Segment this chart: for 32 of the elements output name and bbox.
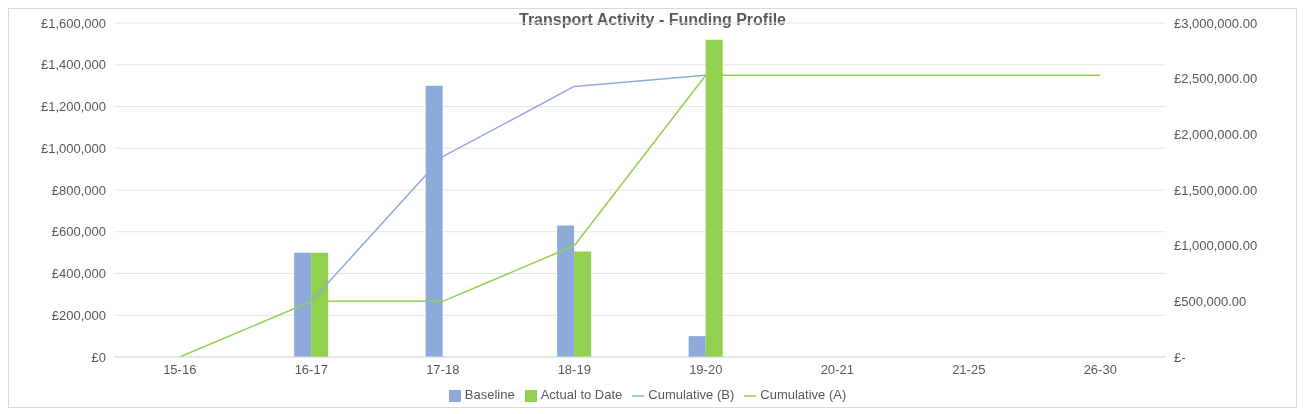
x-tick-label: 16-17 — [294, 362, 328, 378]
y2-tick-label: £1,500,000.00 — [1174, 182, 1258, 198]
y-tick-label: £800,000 — [51, 182, 106, 198]
y-tick-label: £0 — [91, 349, 106, 365]
x-tick-label: 18-19 — [557, 362, 591, 378]
x-tick-label: 19-20 — [689, 362, 723, 378]
y2-tick-label: £3,000,000.00 — [1174, 15, 1258, 31]
y2-tick-label: £500,000.00 — [1174, 293, 1247, 309]
y-tick-label: £400,000 — [51, 266, 106, 282]
legend-label: Baseline — [464, 387, 515, 402]
y2-tick-label: £2,500,000.00 — [1174, 71, 1258, 87]
x-tick-label: 26-30 — [1083, 362, 1117, 378]
y-tick-label: £1,000,000 — [40, 140, 106, 156]
bar — [557, 225, 575, 357]
y2-tick-label: £1,000,000.00 — [1174, 238, 1258, 254]
legend-label: Cumulative (A) — [760, 387, 847, 402]
chart-title: Transport Activity - Funding Profile — [519, 11, 786, 28]
y2-tick-label: £2,000,000.00 — [1174, 126, 1258, 142]
y-tick-label: £1,600,000 — [40, 15, 106, 31]
x-tick-label: 21-25 — [952, 362, 986, 378]
x-tick-label: 20-21 — [820, 362, 854, 378]
y2-tick-label: £- — [1174, 349, 1186, 365]
x-tick-label: 15-16 — [163, 362, 197, 378]
legend-label: Actual to Date — [540, 387, 623, 402]
x-tick-label: 17-18 — [426, 362, 460, 378]
legend-label: Cumulative (B) — [648, 387, 735, 402]
y-tick-label: £1,200,000 — [40, 99, 106, 115]
y-tick-label: £200,000 — [51, 307, 106, 323]
bar — [574, 251, 592, 357]
y-tick-label: £600,000 — [51, 224, 106, 240]
bar — [688, 336, 706, 357]
y-tick-label: £1,400,000 — [40, 57, 106, 73]
